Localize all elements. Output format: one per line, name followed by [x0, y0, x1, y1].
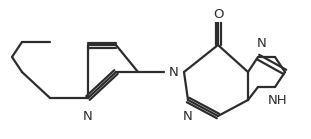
Text: N: N: [183, 110, 193, 122]
Text: N: N: [257, 37, 267, 49]
Text: N: N: [169, 65, 179, 79]
Text: O: O: [213, 8, 223, 20]
Text: N: N: [83, 110, 93, 122]
Text: NH: NH: [268, 94, 288, 106]
